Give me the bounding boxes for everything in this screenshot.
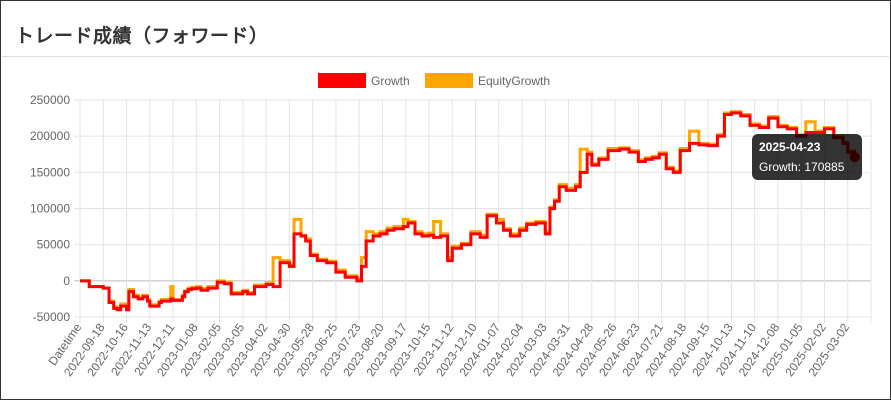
panel-title: トレード成績（フォワード） bbox=[15, 25, 269, 47]
chart-tooltip: 2025-04-23 Growth: 170885 bbox=[752, 134, 862, 180]
y-tick-label: 0 bbox=[63, 274, 70, 288]
y-tick-label: 150000 bbox=[30, 165, 70, 179]
legend-swatch[interactable] bbox=[425, 73, 473, 88]
y-tick-label: 250000 bbox=[30, 93, 70, 107]
chart-series bbox=[80, 110, 860, 312]
chart-grid bbox=[74, 99, 872, 323]
chart-legend[interactable]: Growth EquityGrowth bbox=[318, 73, 550, 88]
tooltip-value: Growth: 170885 bbox=[759, 160, 845, 174]
title-divider bbox=[2, 56, 889, 57]
legend-swatch[interactable] bbox=[318, 73, 366, 88]
y-tick-label: 200000 bbox=[30, 129, 70, 143]
legend-label[interactable]: Growth bbox=[371, 74, 410, 88]
y-tick-label: -50000 bbox=[33, 310, 71, 324]
y-tick-label: 100000 bbox=[30, 202, 70, 216]
tooltip-date: 2025-04-23 bbox=[759, 140, 821, 154]
x-axis-ticks: Datetime2022-09-182022-10-162022-11-1320… bbox=[45, 320, 852, 379]
tooltip-box bbox=[752, 134, 862, 180]
y-axis-ticks: 250000 200000 150000 100000 50000 0 -50000 bbox=[30, 93, 70, 324]
legend-label[interactable]: EquityGrowth bbox=[478, 74, 550, 88]
series-line-growth bbox=[80, 111, 857, 312]
y-tick-label: 50000 bbox=[37, 238, 71, 252]
